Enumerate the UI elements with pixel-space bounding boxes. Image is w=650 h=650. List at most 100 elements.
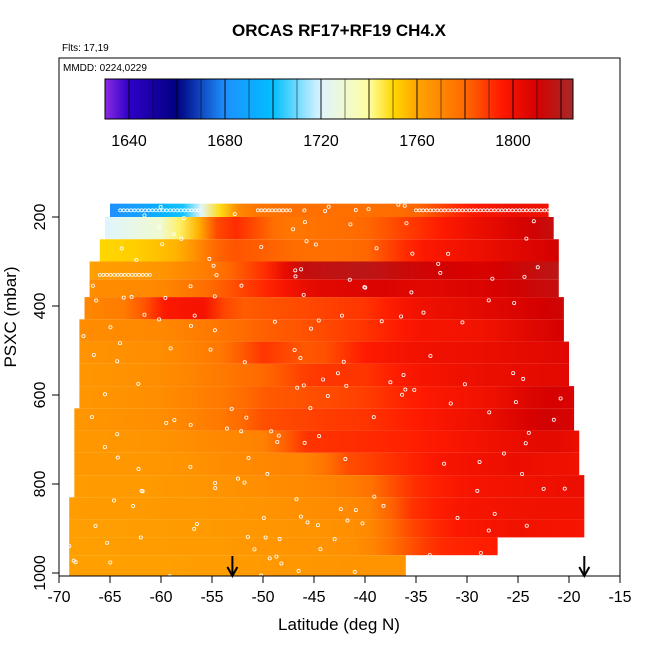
track-point [553, 208, 558, 213]
sample-point [353, 507, 358, 512]
sample-point [520, 471, 525, 476]
sample-point [91, 352, 96, 357]
track-point [263, 208, 267, 213]
heatmap-layer [79, 319, 564, 342]
track-point [442, 208, 447, 213]
track-point [453, 208, 458, 213]
track-point [150, 208, 155, 213]
sample-point [181, 216, 186, 221]
sample-point [338, 507, 343, 512]
sample-point [136, 467, 141, 472]
sample-point [332, 537, 337, 542]
track-point [284, 208, 289, 213]
sample-point [438, 270, 443, 275]
track-point [528, 208, 533, 213]
sample-point [298, 514, 303, 519]
sample-point [317, 434, 322, 439]
track-point [428, 208, 433, 213]
sample-point [558, 396, 563, 401]
track-point [514, 208, 518, 213]
track-point [280, 208, 285, 213]
heatmap-layer [69, 537, 498, 556]
sample-point [172, 418, 177, 423]
sample-point [108, 325, 113, 330]
sample-point [313, 242, 318, 247]
track-point [467, 208, 472, 213]
sample-point [188, 422, 193, 427]
chart-title: ORCAS RF17+RF19 CH4.X [232, 21, 447, 40]
sample-point [105, 540, 110, 545]
sample-point [134, 257, 139, 262]
track-point [478, 208, 483, 213]
sample-point [188, 284, 193, 289]
sample-point [492, 511, 497, 516]
sample-point [157, 317, 162, 322]
sample-point [160, 242, 165, 247]
sample-point [399, 314, 404, 319]
sample-point [462, 382, 467, 387]
sample-point [524, 236, 529, 241]
sample-point [512, 300, 517, 305]
sample-point [192, 313, 197, 318]
x-tick-label: -15 [608, 589, 631, 606]
track-point [521, 208, 525, 213]
sample-point [323, 209, 328, 214]
y-tick-label: 200 [32, 204, 49, 231]
sample-point [348, 222, 353, 227]
sample-point [341, 359, 346, 364]
track-point [499, 208, 504, 213]
sample-point [428, 353, 433, 358]
x-tick-label: -65 [98, 589, 121, 606]
sample-point [194, 521, 199, 526]
sample-point [213, 486, 218, 491]
sample-point [188, 323, 193, 328]
sample-point [442, 461, 447, 466]
sample-point [347, 277, 352, 282]
track-point [118, 208, 123, 213]
sample-point [108, 560, 113, 565]
sample-point [136, 381, 141, 386]
heatmap-layer [84, 297, 564, 320]
track-point [259, 208, 264, 213]
sample-point [477, 460, 482, 465]
dates-label: MMDD: 0224,0229 [63, 63, 147, 74]
sample-point [513, 400, 518, 405]
sample-point [321, 377, 326, 382]
sample-point [325, 393, 330, 398]
sample-point [207, 256, 212, 261]
x-axis: -70 -65 -60 -55 -50 -45 -40 -35 -30 -25 -20 -15 [47, 576, 632, 606]
sample-point [371, 415, 376, 420]
sample-point [316, 318, 321, 323]
sample-point [353, 208, 358, 213]
sample-point [71, 558, 76, 563]
sample-point [524, 523, 529, 528]
heatmap-layer [69, 519, 585, 538]
sample-point [157, 224, 162, 229]
sample-point [339, 313, 344, 318]
sample-point [213, 480, 218, 485]
sample-point [235, 476, 240, 481]
track-point [125, 208, 130, 213]
sample-point [272, 319, 277, 324]
sample-point [396, 202, 401, 207]
track-point [132, 208, 137, 213]
x-tick-label: -50 [251, 589, 274, 606]
plot-frame [58, 57, 621, 577]
track-point [101, 272, 106, 277]
sample-point [115, 359, 120, 364]
track-point [481, 208, 486, 213]
heatmap-layer [74, 408, 575, 431]
sample-point [487, 410, 492, 415]
track-point [121, 208, 126, 213]
sample-points [67, 202, 567, 579]
sample-point [214, 273, 219, 278]
track-point [130, 272, 134, 277]
sample-point [302, 220, 307, 225]
x-tick-label: -70 [47, 589, 70, 606]
track-point [115, 272, 120, 277]
sample-point [446, 251, 451, 256]
sample-point [246, 456, 251, 461]
colorbar-tick-label: 1680 [207, 133, 243, 150]
sample-point [252, 547, 257, 552]
sample-point [93, 523, 98, 528]
